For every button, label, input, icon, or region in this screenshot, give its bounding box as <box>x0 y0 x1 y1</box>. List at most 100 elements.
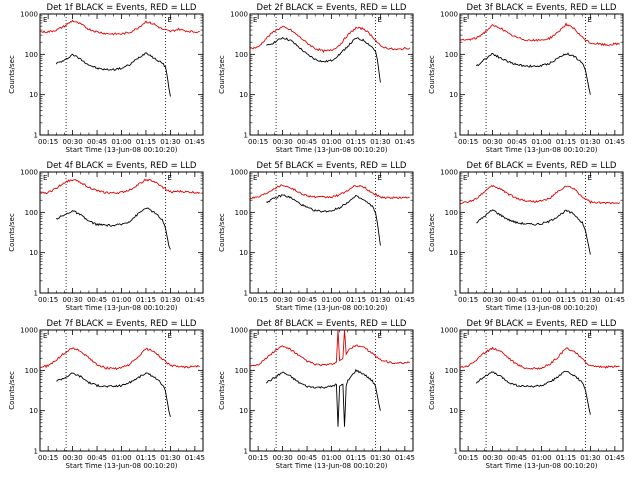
y-tick-label: 1000 <box>20 11 38 19</box>
y-axis-label: Counts/sec <box>428 213 436 252</box>
x-tick-label: 00:30 <box>63 296 83 304</box>
series-events-line <box>476 209 591 255</box>
series-lld-line <box>39 347 200 371</box>
x-tick-label: 01:00 <box>321 454 341 462</box>
interval-marker-label: E <box>378 332 382 340</box>
y-tick-label: 10 <box>239 91 248 99</box>
y-tick-label: 100 <box>445 367 458 375</box>
x-tick-label: 01:45 <box>605 138 625 146</box>
panel-det-9: Det 9f BLACK = Events, RED = LLD 1 10 100 10… <box>428 319 625 470</box>
x-tick-label: 00:15 <box>248 454 268 462</box>
x-tick-label: 01:15 <box>346 454 366 462</box>
y-tick-label: 1000 <box>20 169 38 177</box>
y-tick-label: 1 <box>34 448 38 456</box>
x-tick-label: 00:45 <box>507 138 527 146</box>
x-tick-label: 01:00 <box>321 138 341 146</box>
series-lld-line <box>249 184 410 200</box>
x-tick-label: 01:15 <box>556 138 576 146</box>
x-axis-label: Start Time (13-Jun-08 00:10:20) <box>276 146 388 154</box>
y-tick-label: 1000 <box>440 169 458 177</box>
x-tick-label: 00:30 <box>273 454 293 462</box>
interval-marker-label: E <box>168 16 172 24</box>
x-tick-label: 01:45 <box>395 296 415 304</box>
series-lld-line <box>459 22 620 47</box>
y-tick-label: 10 <box>449 407 458 415</box>
series-events-line <box>266 36 381 83</box>
series-events-line <box>265 368 381 427</box>
x-tick-label: 00:15 <box>458 138 478 146</box>
panel-title: Det 1f BLACK = Events, RED = LLD <box>47 3 197 13</box>
x-tick-label: 01:30 <box>160 138 180 146</box>
x-tick-label: 01:45 <box>185 454 205 462</box>
x-axis-label: Start Time (13-Jun-08 00:10:20) <box>486 462 598 470</box>
x-tick-label: 00:45 <box>297 454 317 462</box>
x-axis-label: Start Time (13-Jun-08 00:10:20) <box>276 462 388 470</box>
y-tick-label: 1000 <box>230 327 248 335</box>
series-lld-line <box>249 25 411 54</box>
series-lld-line <box>459 346 620 370</box>
panel-title: Det 5f BLACK = Events, RED = LLD <box>257 161 407 171</box>
y-axis-label: Counts/sec <box>8 213 16 252</box>
y-tick-label: 1 <box>454 132 458 140</box>
x-tick-label: 00:30 <box>63 138 83 146</box>
x-tick-label: 00:45 <box>87 454 107 462</box>
panel-det-6: Det 6f BLACK = Events, RED = LLD 1 10 100 10… <box>428 161 625 312</box>
interval-marker-label: E <box>588 332 592 340</box>
y-axis-label: Counts/sec <box>218 55 226 94</box>
x-tick-label: 00:30 <box>483 138 503 146</box>
y-tick-label: 100 <box>25 367 38 375</box>
x-tick-label: 01:15 <box>136 138 156 146</box>
panel-det-8: Det 8f BLACK = Events, RED = LLD 1 10 100 10… <box>218 319 415 470</box>
panel-title: Det 2f BLACK = Events, RED = LLD <box>257 3 407 13</box>
x-tick-label: 00:15 <box>38 138 58 146</box>
y-tick-label: 1 <box>454 290 458 298</box>
y-axis-label: Counts/sec <box>8 55 16 94</box>
series-events-line <box>475 52 591 95</box>
y-tick-label: 1 <box>244 132 248 140</box>
panel-title: Det 3f BLACK = Events, RED = LLD <box>467 3 617 13</box>
x-axis-label: Start Time (13-Jun-08 00:10:20) <box>486 304 598 312</box>
x-tick-label: 01:00 <box>321 296 341 304</box>
y-tick-label: 1000 <box>440 11 458 19</box>
x-tick-label: 00:15 <box>38 296 58 304</box>
y-tick-label: 100 <box>25 209 38 217</box>
x-tick-label: 00:30 <box>483 454 503 462</box>
x-tick-label: 01:30 <box>580 296 600 304</box>
x-axis-label: Start Time (13-Jun-08 00:10:20) <box>66 462 178 470</box>
x-tick-label: 00:15 <box>458 296 478 304</box>
x-tick-label: 01:45 <box>605 296 625 304</box>
x-tick-label: 01:00 <box>111 138 131 146</box>
y-axis-label: Counts/sec <box>428 55 436 94</box>
series-events-line <box>56 372 171 418</box>
x-tick-label: 01:15 <box>136 296 156 304</box>
x-tick-label: 01:15 <box>556 296 576 304</box>
x-tick-label: 00:45 <box>507 454 527 462</box>
x-tick-label: 01:45 <box>395 138 415 146</box>
y-tick-label: 1000 <box>230 11 248 19</box>
y-tick-label: 100 <box>445 51 458 59</box>
interval-marker-label: E <box>253 16 257 24</box>
x-tick-label: 01:00 <box>531 296 551 304</box>
interval-marker-label: E <box>378 174 382 182</box>
panel-title: Det 7f BLACK = Events, RED = LLD <box>47 319 197 329</box>
x-axis-label: Start Time (13-Jun-08 00:10:20) <box>276 304 388 312</box>
x-axis-label: Start Time (13-Jun-08 00:10:20) <box>66 304 178 312</box>
x-axis-label: Start Time (13-Jun-08 00:10:20) <box>66 146 178 154</box>
panel-title: Det 4f BLACK = Events, RED = LLD <box>47 161 197 171</box>
y-axis-label: Counts/sec <box>428 371 436 410</box>
interval-marker-label: E <box>378 16 382 24</box>
interval-marker-label: E <box>588 16 592 24</box>
panel-det-5: Det 5f BLACK = Events, RED = LLD 1 10 100 10… <box>218 161 415 312</box>
y-tick-label: 10 <box>29 249 38 257</box>
y-tick-label: 1 <box>244 448 248 456</box>
y-tick-label: 100 <box>235 51 248 59</box>
interval-marker-label: E <box>463 332 467 340</box>
x-tick-label: 01:15 <box>136 454 156 462</box>
y-tick-label: 10 <box>29 407 38 415</box>
series-events-line <box>266 194 381 246</box>
x-tick-label: 00:45 <box>297 296 317 304</box>
x-tick-label: 00:30 <box>63 454 83 462</box>
x-tick-label: 01:00 <box>531 138 551 146</box>
